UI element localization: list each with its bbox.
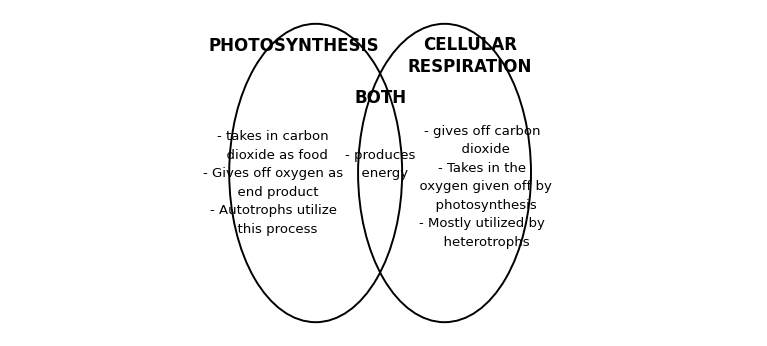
Text: - produces
  energy: - produces energy — [345, 149, 415, 180]
Text: CELLULAR
RESPIRATION: CELLULAR RESPIRATION — [408, 36, 532, 76]
Text: - gives off carbon
  dioxide
- Takes in the
  oxygen given off by
  photosynthes: - gives off carbon dioxide - Takes in th… — [411, 125, 552, 248]
Text: PHOTOSYNTHESIS: PHOTOSYNTHESIS — [209, 37, 379, 55]
Text: - takes in carbon
  dioxide as food
- Gives off oxygen as
  end product
- Autotr: - takes in carbon dioxide as food - Give… — [203, 130, 344, 236]
Text: BOTH: BOTH — [354, 89, 407, 107]
